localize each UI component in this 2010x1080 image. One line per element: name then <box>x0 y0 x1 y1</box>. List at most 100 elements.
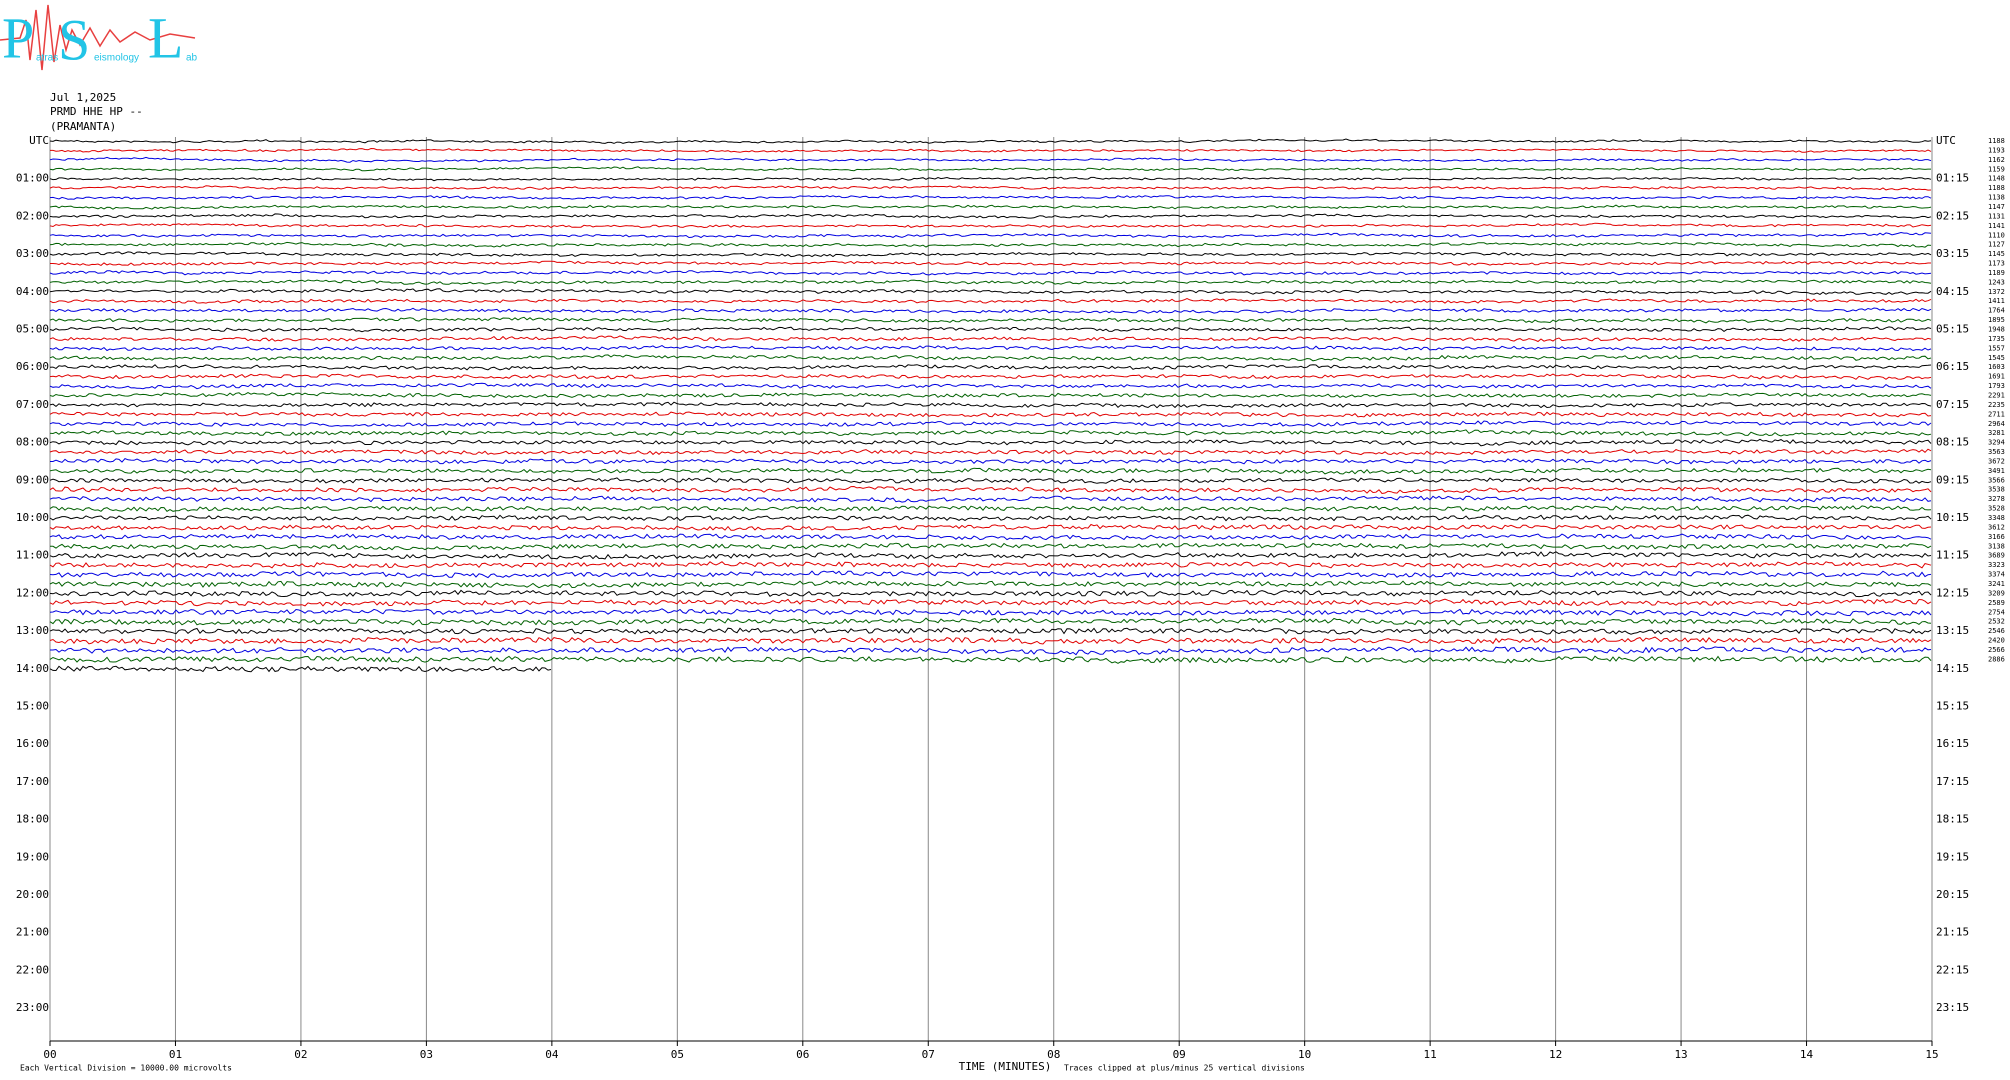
trace <box>49 373 1932 380</box>
trace <box>49 279 1932 285</box>
trace-value: 1948 <box>1988 326 2005 334</box>
trace-value: 3209 <box>1988 589 2005 597</box>
trace <box>49 485 1932 495</box>
trace-value: 3491 <box>1988 467 2005 475</box>
trace-value: 3689 <box>1988 552 2005 560</box>
trace <box>49 335 1932 343</box>
x-tick-label: 07 <box>922 1048 935 1061</box>
right-time-label: 15:15 <box>1936 700 1969 713</box>
trace-value: 1545 <box>1988 354 2005 362</box>
trace <box>49 636 1932 645</box>
x-tick-label: 02 <box>294 1048 307 1061</box>
station: (PRAMANTA) <box>50 120 116 133</box>
trace <box>49 185 1932 191</box>
x-tick-label: 05 <box>671 1048 684 1061</box>
trace <box>49 270 1932 276</box>
x-tick-label: 09 <box>1173 1048 1186 1061</box>
right-time-label: 12:15 <box>1936 586 1969 599</box>
left-time-label: 18:00 <box>16 813 49 826</box>
right-time-label: 08:15 <box>1936 436 1969 449</box>
left-time-label: 20:00 <box>16 888 49 901</box>
right-time-label: 09:15 <box>1936 473 1969 486</box>
x-tick-label: 06 <box>796 1048 809 1061</box>
x-tick-label: 15 <box>1925 1048 1938 1061</box>
trace-value: 2566 <box>1988 646 2005 654</box>
trace <box>49 392 1932 399</box>
trace-value: 3538 <box>1988 486 2005 494</box>
trace <box>49 354 1932 362</box>
left-time-label: 04:00 <box>16 285 49 298</box>
trace <box>49 438 1932 447</box>
trace-value: 3528 <box>1988 505 2005 513</box>
trace <box>49 523 1932 531</box>
trace-value: 1188 <box>1988 184 2005 192</box>
right-time-label: 22:15 <box>1936 963 1969 976</box>
trace <box>49 326 1932 333</box>
date: Jul 1,2025 <box>50 91 116 104</box>
trace-value: 1557 <box>1988 344 2005 352</box>
trace-value: 3166 <box>1988 533 2005 541</box>
trace-value: 2886 <box>1988 655 2005 663</box>
left-time-label: 12:00 <box>16 586 49 599</box>
logo-letter: P <box>2 5 34 70</box>
trace-value: 2546 <box>1988 627 2005 635</box>
logo-wave <box>0 4 196 71</box>
trace-value: 1131 <box>1988 212 2005 220</box>
trace <box>50 646 1932 656</box>
trace-value: 3294 <box>1988 439 2005 447</box>
trace <box>49 505 1932 512</box>
left-time-label: 13:00 <box>16 624 49 637</box>
left-time-label: 01:00 <box>16 172 49 185</box>
trace-value: 1148 <box>1988 175 2005 183</box>
right-time-label: 03:15 <box>1936 247 1969 260</box>
trace-value: 2291 <box>1988 391 2005 399</box>
trace-value: 1127 <box>1988 241 2005 249</box>
left-time-label: 07:00 <box>16 398 49 411</box>
trace <box>49 411 1932 418</box>
trace-value: 1145 <box>1988 250 2005 258</box>
trace <box>49 231 1932 239</box>
left-time-label: 19:00 <box>16 850 49 863</box>
right-time-label: 17:15 <box>1936 775 1969 788</box>
right-time-label: UTC <box>1936 134 1956 147</box>
x-tick-label: 08 <box>1047 1048 1060 1061</box>
trace <box>50 260 1931 267</box>
trace <box>49 138 1932 144</box>
trace <box>49 241 1932 248</box>
left-time-label: 03:00 <box>16 247 49 260</box>
left-time-label: 15:00 <box>16 700 49 713</box>
logo-letter: S <box>58 7 90 72</box>
right-time-label: 16:15 <box>1936 737 1969 750</box>
trace-value: 3278 <box>1988 495 2005 503</box>
trace <box>50 542 1932 551</box>
trace-value: 1411 <box>1988 297 2005 305</box>
trace-value: 1188 <box>1988 137 2005 145</box>
trace-value: 2532 <box>1988 618 2005 626</box>
trace <box>49 561 1932 569</box>
right-time-label: 06:15 <box>1936 360 1969 373</box>
trace <box>49 617 1932 626</box>
trace-value: 1243 <box>1988 278 2005 286</box>
trace <box>49 156 1932 163</box>
left-time-label: 06:00 <box>16 360 49 373</box>
trace-value: 1189 <box>1988 269 2005 277</box>
clip-note: Traces clipped at plus/minus 25 vertical… <box>1064 1064 1305 1073</box>
logo-word: ab <box>186 53 198 64</box>
left-time-label: 14:00 <box>16 662 49 675</box>
channel: PRMD HHE HP -- <box>50 105 143 118</box>
right-time-label: 19:15 <box>1936 850 1969 863</box>
logo-word: atras <box>36 53 58 64</box>
trace <box>49 627 1932 635</box>
trace-value: 3348 <box>1988 514 2005 522</box>
trace <box>49 345 1932 352</box>
trace-value: 1162 <box>1988 156 2005 164</box>
left-time-label: 21:00 <box>16 926 49 939</box>
x-tick-label: 04 <box>545 1048 559 1061</box>
trace-value: 2589 <box>1988 599 2005 607</box>
trace <box>49 213 1932 219</box>
trace <box>49 176 1932 182</box>
trace <box>49 307 1932 314</box>
trace <box>49 598 1932 607</box>
x-axis-label: TIME (MINUTES) <box>959 1060 1052 1073</box>
trace <box>49 420 1932 428</box>
